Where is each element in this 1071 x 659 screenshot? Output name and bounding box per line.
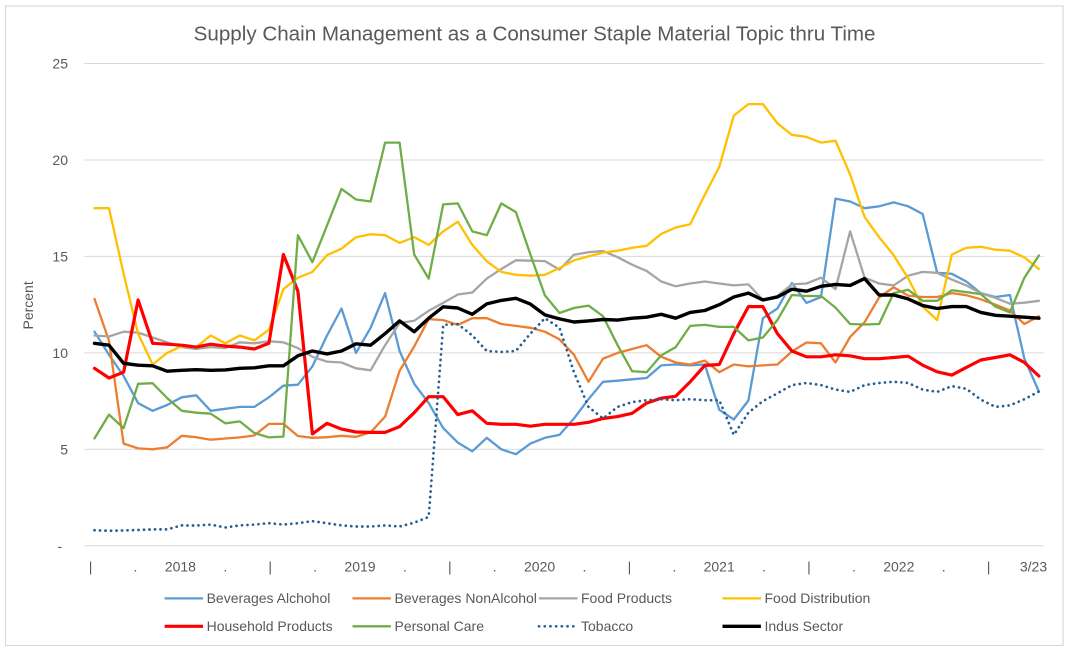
svg-text:2018: 2018 <box>165 559 196 575</box>
svg-text:.: . <box>672 559 676 575</box>
svg-text:Indus Sector: Indus Sector <box>765 618 844 634</box>
svg-text:Household Products: Household Products <box>207 618 333 634</box>
svg-text:25: 25 <box>52 56 68 72</box>
svg-text:2020: 2020 <box>524 559 555 575</box>
svg-text:10: 10 <box>52 345 68 361</box>
svg-text:2021: 2021 <box>704 559 735 575</box>
svg-text:|: | <box>987 559 991 575</box>
svg-text:.: . <box>762 559 766 575</box>
svg-text:Beverages Alchohol: Beverages Alchohol <box>207 590 331 606</box>
svg-text:5: 5 <box>60 442 68 458</box>
svg-text:15: 15 <box>52 249 68 265</box>
svg-text:2022: 2022 <box>883 559 914 575</box>
svg-text:.: . <box>583 559 587 575</box>
svg-text:Food Products: Food Products <box>581 590 672 606</box>
svg-text:Supply Chain Management as a C: Supply Chain Management as a Consumer St… <box>194 22 876 45</box>
svg-text:.: . <box>313 559 317 575</box>
svg-text:|: | <box>628 559 632 575</box>
svg-text:20: 20 <box>52 152 68 168</box>
svg-text:Tobacco: Tobacco <box>581 618 633 634</box>
svg-text:Food Distribution: Food Distribution <box>765 590 871 606</box>
svg-text:Percent: Percent <box>20 281 36 329</box>
svg-text:|: | <box>448 559 452 575</box>
svg-text:.: . <box>403 559 407 575</box>
svg-text:.: . <box>134 559 138 575</box>
svg-text:Personal Care: Personal Care <box>395 618 485 634</box>
svg-text:.: . <box>852 559 856 575</box>
svg-text:-: - <box>57 538 62 554</box>
svg-text:.: . <box>493 559 497 575</box>
svg-text:.: . <box>223 559 227 575</box>
svg-text:2019: 2019 <box>344 559 375 575</box>
svg-text:|: | <box>89 559 93 575</box>
svg-text:.: . <box>942 559 946 575</box>
svg-text:3/23: 3/23 <box>1020 559 1047 575</box>
svg-text:|: | <box>268 559 272 575</box>
svg-text:|: | <box>807 559 811 575</box>
svg-text:Beverages NonAlcohol: Beverages NonAlcohol <box>395 590 537 606</box>
